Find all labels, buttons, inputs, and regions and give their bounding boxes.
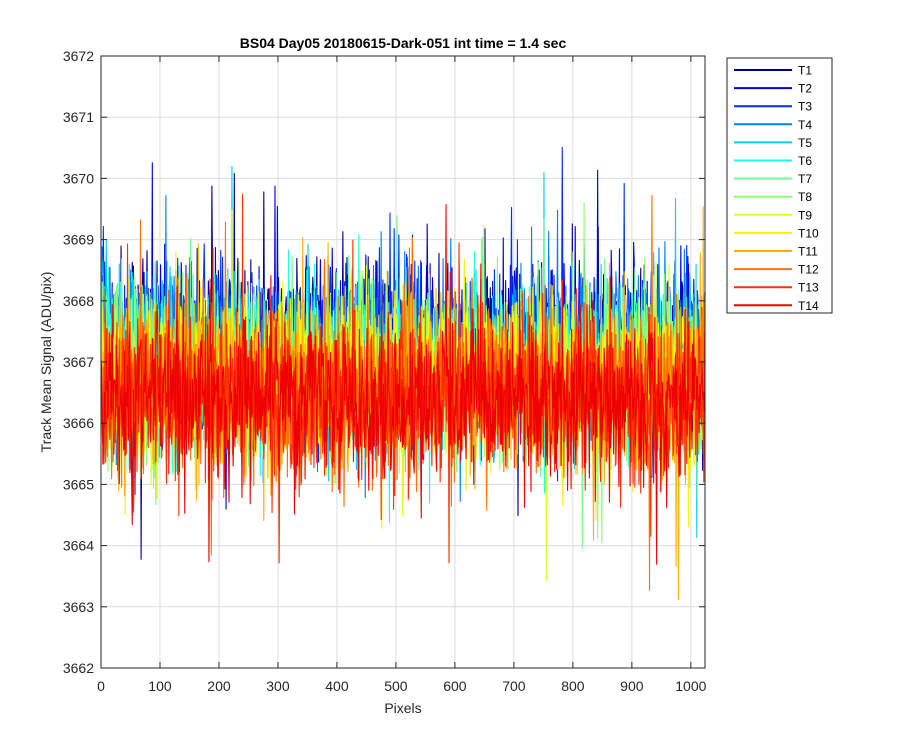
y-tick-label: 3670 — [63, 170, 94, 186]
x-tick-label: 900 — [620, 678, 644, 694]
legend-label: T12 — [798, 263, 819, 277]
legend-label: T4 — [798, 118, 812, 132]
chart-title: BS04 Day05 20180615-Dark-051 int time = … — [240, 35, 567, 51]
x-tick-label: 600 — [443, 678, 467, 694]
x-tick-label: 800 — [561, 678, 585, 694]
legend-label: T8 — [798, 190, 812, 204]
y-axis-label: Track Mean Signal (ADU/pix) — [38, 272, 54, 453]
legend-label: T10 — [798, 226, 819, 240]
legend-box — [726, 57, 833, 314]
legend: T1 T2 T3 T4 T5 T6 T7 T8 T9 T10 T11 T12 T13 T14 — [726, 57, 833, 314]
x-tick-label: 300 — [266, 678, 290, 694]
x-tick-label: 400 — [325, 678, 349, 694]
series-line-t13 — [101, 193, 705, 564]
legend-label: T14 — [798, 299, 819, 313]
legend-label: T7 — [798, 172, 812, 186]
y-tick-label: 3669 — [63, 232, 94, 248]
y-tick-label: 3662 — [63, 660, 94, 676]
y-tick-label: 3666 — [63, 415, 94, 431]
legend-items: T1 T2 T3 T4 T5 T6 T7 T8 T9 T10 T11 T12 T13 T14 — [734, 64, 819, 313]
legend-label: T5 — [798, 136, 812, 150]
x-tick-label: 1000 — [675, 678, 706, 694]
legend-label: T1 — [798, 64, 812, 78]
legend-label: T6 — [798, 154, 812, 168]
legend-label: T13 — [798, 281, 819, 295]
x-tick-label: 200 — [207, 678, 231, 694]
y-tick-label: 3672 — [63, 48, 94, 64]
y-tick-label: 3664 — [63, 538, 94, 554]
y-tick-label: 3668 — [63, 293, 94, 309]
y-tick-label: 3671 — [63, 109, 94, 125]
x-axis-label: Pixels — [384, 700, 421, 716]
y-tick-label: 3665 — [63, 476, 94, 492]
legend-label: T3 — [798, 100, 812, 114]
series-layer — [101, 146, 705, 601]
x-tick-label: 700 — [502, 678, 526, 694]
legend-label: T11 — [798, 245, 818, 259]
legend-label: T9 — [798, 208, 812, 222]
y-axis: 3662 3663 3664 3665 3666 3667 3668 3669 3670 3671… — [63, 48, 705, 676]
series-line-t14 — [101, 204, 705, 565]
y-tick-label: 3667 — [63, 354, 94, 370]
x-tick-label: 500 — [384, 678, 408, 694]
y-tick-label: 3663 — [63, 599, 94, 615]
x-axis: 0 100 200 300 400 500 600 700 800 900 1000 — [97, 56, 707, 694]
plot-area: 0 100 200 300 400 500 600 700 800 900 1000 3662366… — [63, 48, 707, 694]
x-tick-label: 0 — [97, 678, 105, 694]
x-tick-label: 100 — [148, 678, 172, 694]
series-container — [101, 146, 705, 601]
legend-label: T2 — [798, 82, 812, 96]
